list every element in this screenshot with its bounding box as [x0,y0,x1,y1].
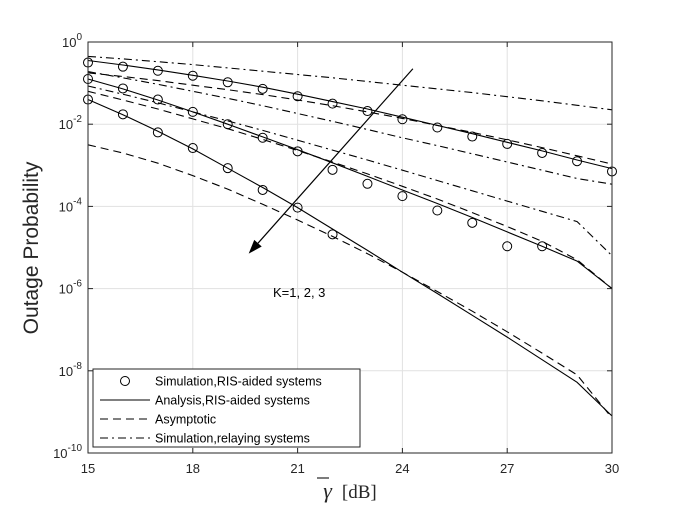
y-tick-base: 10 [59,282,73,297]
series-1-marker [117,61,128,72]
y-tick-base: 10 [62,35,76,50]
y-axis-label: Outage Probability [20,161,43,334]
series-6-marker [467,217,478,228]
series-1-marker [257,83,268,94]
series-6-marker [397,191,408,202]
y-tick-label: 10-6 [59,279,83,297]
y-tick-exponent: -8 [73,361,82,372]
series-10-marker [117,109,128,120]
series-6-marker [432,205,443,216]
series-12-line [87,144,613,419]
series-1-marker [397,114,408,125]
annotation-label: K=1, 2, 3 [273,285,325,300]
y-tick-base: 10 [59,199,73,214]
legend-label: Analysis,RIS-aided systems [155,394,310,408]
y-tick-base: 10 [53,446,67,461]
legend-marker-circle [120,376,130,386]
x-tick-label: 21 [290,461,304,476]
legend-box [92,368,361,448]
series-layer [83,55,617,419]
y-tick-label: 10-10 [53,443,82,461]
series-6-marker [187,106,198,117]
series-6-marker [362,178,373,189]
y-tick-label: 10-4 [59,196,83,214]
x-tick-label: 15 [81,461,95,476]
series-7-line [87,78,613,290]
legend-items: Simulation,RIS-aided systems Analysis,RIS… [100,375,322,446]
x-tick-label: 30 [605,461,619,476]
legend-label: Asymptotic [155,413,216,427]
series-6-marker [327,164,338,175]
series-1-marker [537,147,548,158]
y-tick-base: 10 [59,117,73,132]
series-11-line [87,98,613,417]
series-1-marker [432,122,443,133]
series-10-marker [152,127,163,138]
x-tick-label: 24 [395,461,409,476]
series-1-marker [292,91,303,102]
series-1-marker [327,98,338,109]
y-tick-exponent: -4 [73,196,82,207]
plot-frame [87,41,613,454]
series-10-marker [327,229,338,240]
y-tick-base: 10 [59,364,73,379]
series-9-line [87,85,613,257]
series-6-marker [502,241,513,252]
annotation: K=1, 2, 3 [248,68,414,300]
annotation-arrow-head [248,239,262,254]
x-tick-label: 18 [186,461,200,476]
x-axis-label-symbol: γ [323,478,333,503]
y-tick-exponent: -6 [73,279,82,290]
series-6-marker [537,241,548,252]
series-3-line [87,72,613,165]
y-tick-exponent: -2 [73,114,82,125]
y-tick-exponent: 0 [76,32,82,43]
legend-label: Simulation,RIS-aided systems [155,375,322,389]
x-axis-label-unit: [dB] [342,482,377,503]
y-tick-label: 10-8 [59,361,83,379]
series-6-marker [152,94,163,105]
y-tick-label: 100 [62,32,82,50]
annotation-arrow [257,68,414,244]
series-10-marker [222,163,233,174]
series-6-marker [117,83,128,94]
series-1-marker [467,131,478,142]
series-10-marker [292,202,303,213]
series-8-line [87,90,613,290]
series-10-marker [187,143,198,154]
legend-label: Simulation,relaying systems [155,432,310,446]
x-axis-label: γ [dB] [323,478,377,503]
x-tick-label: 27 [500,461,514,476]
series-4-line [87,55,613,111]
legend: Simulation,RIS-aided systems Analysis,RIS… [92,368,361,448]
y-tick-exponent: -10 [68,443,83,454]
y-tick-label: 10-2 [59,114,83,132]
series-2-line [87,59,613,170]
